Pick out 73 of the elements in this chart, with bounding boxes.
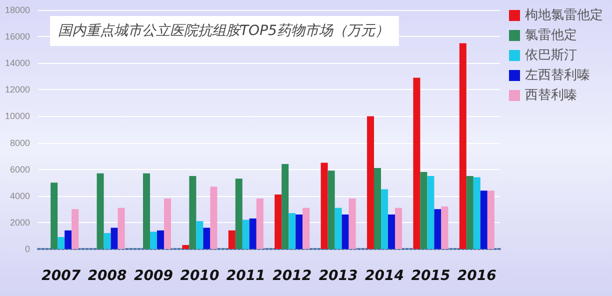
bar — [72, 209, 79, 249]
y-tick-label: 8000 — [10, 138, 30, 148]
bar — [118, 208, 125, 249]
y-tick-label: 14000 — [4, 58, 30, 68]
bar — [473, 177, 480, 249]
y-tick-label: 12000 — [4, 84, 30, 95]
bar — [334, 208, 342, 249]
bar — [367, 116, 374, 249]
x-tick-label: 2007 — [42, 268, 81, 284]
bar — [348, 198, 356, 249]
bar — [256, 198, 264, 249]
legend-label: 枸地氯雷他定 — [525, 8, 603, 23]
bar — [434, 209, 442, 249]
x-tick-label: 2015 — [411, 268, 450, 284]
bar — [274, 194, 282, 249]
bar — [96, 173, 104, 249]
legend-label: 左西替利嗪 — [525, 68, 590, 83]
bar — [288, 213, 296, 249]
bar — [143, 173, 150, 249]
y-tick-label: 10000 — [4, 111, 30, 122]
bar — [235, 178, 242, 249]
y-tick-label: 0 — [24, 244, 30, 254]
bar — [210, 186, 218, 249]
bar — [196, 221, 204, 249]
x-tick-label: 2012 — [272, 268, 312, 284]
bar — [242, 220, 250, 249]
bar — [487, 190, 494, 249]
y-tick-label: 4000 — [10, 190, 30, 201]
bar — [320, 162, 328, 249]
bar — [164, 198, 171, 249]
bar — [420, 172, 428, 249]
legend-label: 依巴斯汀 — [525, 48, 577, 63]
x-tick-label: 2009 — [134, 268, 174, 284]
bar — [427, 176, 434, 249]
bar — [282, 164, 289, 249]
bar — [302, 208, 310, 249]
bar — [413, 78, 420, 249]
bar — [388, 214, 395, 249]
bar — [466, 176, 474, 249]
legend-label: 氯雷他定 — [525, 28, 577, 43]
bar — [480, 190, 488, 249]
x-tick-label: 2010 — [180, 268, 220, 284]
bar — [328, 170, 335, 249]
bar — [381, 189, 388, 249]
y-tick-label: 6000 — [10, 164, 30, 174]
bar — [249, 218, 256, 249]
x-tick-label: 2008 — [88, 268, 128, 284]
bar — [110, 228, 118, 249]
bar — [58, 237, 65, 249]
bar — [182, 245, 190, 249]
y-tick-label: 18000 — [4, 5, 30, 15]
x-tick-label: 2013 — [318, 268, 358, 284]
bar — [228, 230, 236, 249]
bar — [296, 214, 303, 249]
bar — [50, 182, 58, 249]
legend-label: 西替利嗪 — [525, 88, 577, 103]
x-tick-label: 2016 — [457, 268, 497, 284]
bar — [459, 43, 466, 249]
bar — [441, 206, 448, 249]
x-tick-label: 2014 — [365, 268, 404, 284]
bar — [395, 208, 402, 249]
y-tick-label: 16000 — [4, 32, 30, 42]
x-tick-label: 2011 — [226, 268, 266, 284]
bar — [150, 232, 157, 249]
y-tick-label: 2000 — [10, 217, 30, 228]
bar — [189, 176, 196, 249]
bar — [342, 214, 349, 249]
bar — [104, 233, 111, 249]
bar — [203, 228, 210, 249]
bar — [157, 230, 164, 249]
bar — [374, 168, 381, 249]
bar — [64, 230, 72, 249]
text: 国内重点城市公立医院抗组胺TOP5药物市场（万元） — [58, 23, 389, 39]
